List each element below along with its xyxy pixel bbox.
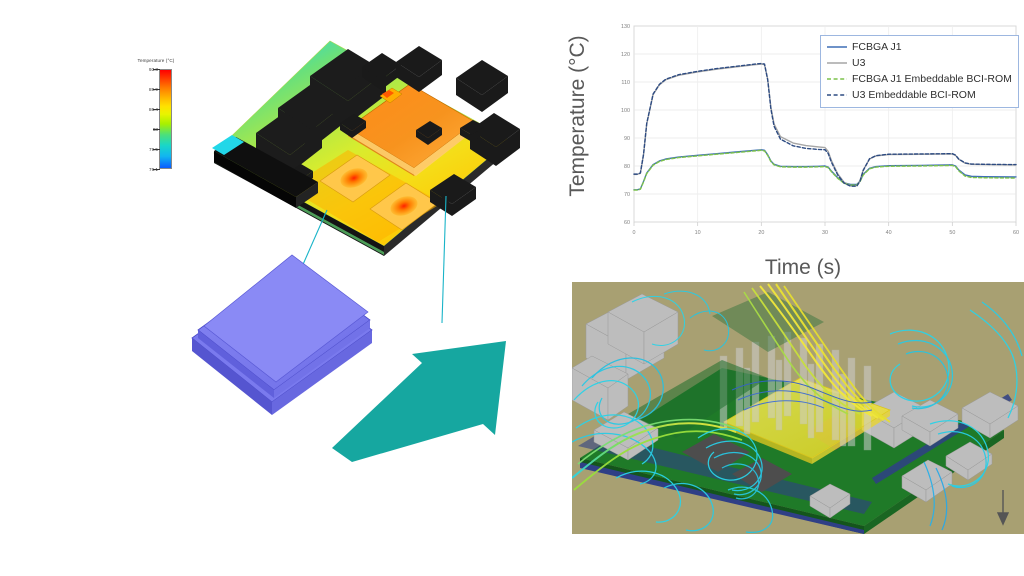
legend-swatch-dashed [826,74,848,84]
colorbar-gradient [159,69,172,169]
legend-label: U3 Embeddable BCI-ROM [852,89,976,101]
svg-text:30: 30 [822,230,828,236]
chart-x-axis-label: Time (s) [764,256,842,279]
legend-item[interactable]: FCBGA J1 Embeddable BCI-ROM [826,71,1012,87]
process-flow-arrow [310,330,525,475]
temperature-colorbar-legend: Temperature (°C) 93.3 89.9 86.4 83 79.5 … [128,58,184,178]
svg-text:120: 120 [621,52,630,58]
exploded-flip-chip-bga-package [20,230,380,550]
svg-text:80: 80 [624,164,630,170]
cfd-streamline-view [572,282,1024,534]
legend-item[interactable]: U3 Embeddable BCI-ROM [826,87,1012,103]
colorbar-body: 93.3 89.9 86.4 83 79.5 76.1 [128,65,184,173]
svg-text:40: 40 [886,230,892,236]
package-lid [191,254,373,415]
thermal-map-pcb-board [170,18,520,268]
svg-text:20: 20 [758,230,764,236]
svg-text:70: 70 [624,192,630,198]
legend-swatch-dashed [826,90,848,100]
svg-text:110: 110 [621,80,630,86]
svg-text:90: 90 [624,136,630,142]
legend-label: FCBGA J1 Embeddable BCI-ROM [852,73,1012,85]
svg-text:0: 0 [633,230,636,236]
chart-legend: FCBGA J1 U3 FCBGA J1 Embeddable BCI-ROM … [820,35,1019,108]
svg-text:50: 50 [949,230,955,236]
chart-series-line [633,62,1017,187]
svg-text:10: 10 [695,230,701,236]
svg-text:130: 130 [621,24,630,30]
legend-swatch-solid [826,58,848,68]
legend-item[interactable]: FCBGA J1 [826,39,1012,55]
svg-text:60: 60 [624,220,630,226]
legend-label: U3 [852,57,866,69]
legend-label: FCBGA J1 [852,41,902,53]
legend-item[interactable]: U3 [826,55,1012,71]
colorbar-title: Temperature (°C) [137,58,175,63]
legend-swatch-solid [826,42,848,52]
gravity-arrow-icon [996,490,1010,526]
svg-text:60: 60 [1013,230,1019,236]
svg-text:100: 100 [621,108,630,114]
chart-series-line [633,149,1017,191]
